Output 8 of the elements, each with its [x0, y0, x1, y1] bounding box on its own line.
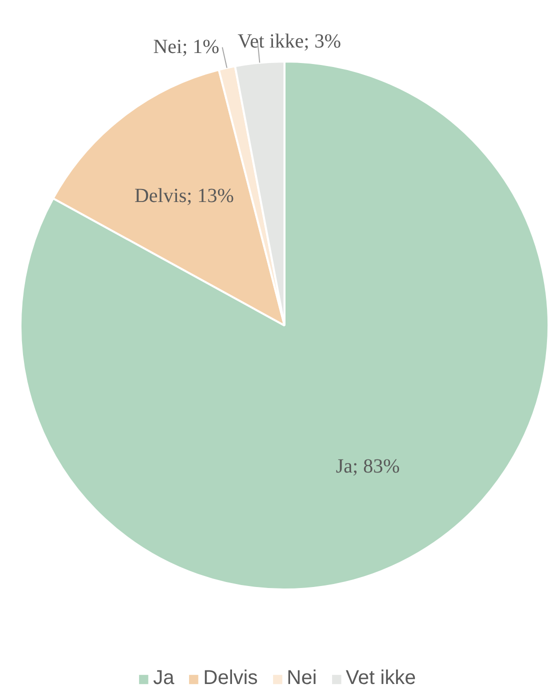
- legend-label: Nei: [286, 667, 317, 690]
- data-label: Vet ikke; 3%: [238, 30, 341, 53]
- legend-label: Ja: [153, 667, 174, 690]
- data-label: Ja; 83%: [336, 455, 400, 478]
- legend-label: Delvis: [203, 667, 258, 690]
- data-label: Nei; 1%: [153, 36, 220, 58]
- data-label: Delvis; 13%: [134, 185, 234, 208]
- legend-label: Vet ikke: [346, 667, 416, 690]
